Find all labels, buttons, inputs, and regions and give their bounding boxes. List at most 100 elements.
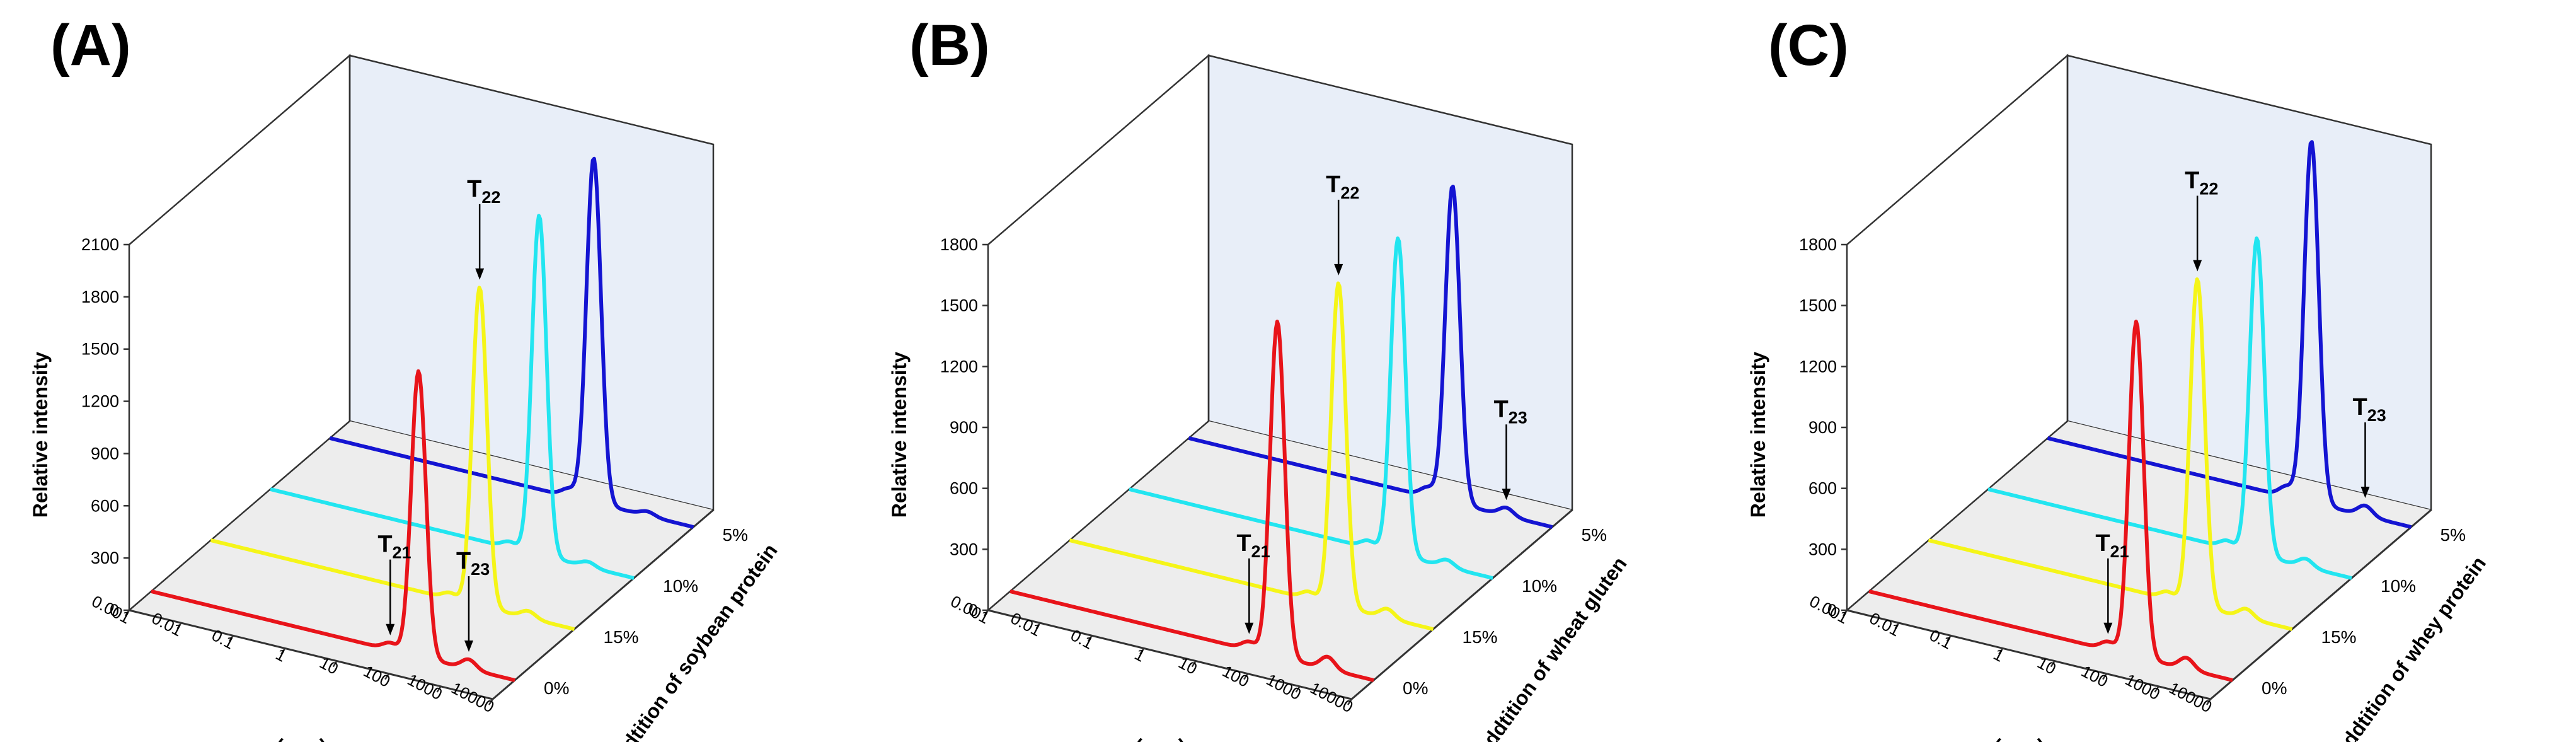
x-tick bbox=[228, 635, 234, 642]
annotation-arrowhead bbox=[464, 641, 473, 652]
annotation-arrowhead bbox=[2103, 622, 2113, 634]
panel-label: (A) bbox=[50, 13, 131, 78]
x-tick bbox=[1295, 686, 1301, 693]
y-tick-label: 300 bbox=[950, 540, 978, 559]
x-tick bbox=[2102, 673, 2108, 680]
annotation-arrowhead bbox=[1334, 264, 1343, 275]
y-tick-label: 1500 bbox=[1799, 296, 1837, 315]
left-wall bbox=[128, 54, 351, 612]
series-line-15pct bbox=[1928, 277, 2293, 631]
x-tick bbox=[1998, 647, 2004, 655]
depth-axis-line bbox=[1351, 509, 1573, 700]
y-tick-label: 900 bbox=[1808, 418, 1837, 437]
depth-tick-label: 0% bbox=[1403, 678, 1428, 698]
series-line-15pct bbox=[1069, 281, 1434, 631]
x-tick bbox=[436, 686, 442, 693]
series-line-0pct bbox=[151, 369, 515, 682]
depth-tick-label: 10% bbox=[663, 576, 698, 596]
depth-tick-label: 5% bbox=[2441, 525, 2466, 545]
series-line-10pct bbox=[270, 214, 635, 580]
y-axis-label: Relative intensity bbox=[888, 352, 911, 518]
depth-axis: 0% 15% 10% 5% bbox=[1403, 525, 1607, 698]
depth-tick-label: 0% bbox=[544, 678, 569, 698]
panel-b: (B) 0 300 600 900 1200 1500 1800 Relative inten… bbox=[859, 0, 1717, 742]
depth-tick-label: 15% bbox=[1463, 627, 1498, 647]
x-tick bbox=[983, 610, 989, 617]
panel-a: (A) 0 300 600 900 1200 1500 1800 2100 Relative i… bbox=[0, 0, 858, 742]
y-tick-label: 2100 bbox=[81, 235, 119, 254]
x-axis-line bbox=[987, 609, 1352, 700]
x-tick bbox=[384, 673, 390, 680]
x-tick-label: 1 bbox=[1132, 644, 1149, 665]
x-tick bbox=[1894, 622, 1900, 629]
x-tick bbox=[1347, 699, 1353, 705]
x-tick-label: 1 bbox=[273, 644, 290, 665]
y-tick-label: 1800 bbox=[1799, 235, 1837, 254]
chart-b: 0 300 600 900 1200 1500 1800 Relative intensity… bbox=[888, 54, 1631, 742]
depth-axis-line bbox=[2210, 509, 2432, 700]
depth-tick-label: 0% bbox=[2262, 678, 2287, 698]
series-line-5pct bbox=[1188, 184, 1553, 529]
depth-tick-label: 15% bbox=[604, 627, 639, 647]
series-line-0pct bbox=[1009, 320, 1374, 682]
y-tick-label: 1800 bbox=[81, 287, 119, 306]
depth-axis: 0% 15% 10% 5% bbox=[544, 525, 748, 698]
x-axis-line bbox=[129, 609, 493, 700]
x-tick bbox=[1243, 673, 1249, 680]
y-tick-label: 300 bbox=[91, 548, 119, 567]
x-tick bbox=[1035, 622, 1041, 629]
y-tick-label: 0 bbox=[110, 601, 119, 620]
y-tick-label: 1500 bbox=[940, 296, 978, 315]
panel-label: (B) bbox=[909, 13, 990, 78]
chart-a: 0 300 600 900 1200 1500 1800 2100 Relative inten… bbox=[29, 54, 782, 742]
x-axis-label: T₂（ms） bbox=[1094, 738, 1202, 742]
depth-axis: 0% 15% 10% 5% bbox=[2262, 525, 2466, 698]
x-tick-label: 0.001 bbox=[89, 591, 134, 627]
annotation-arrowhead bbox=[2193, 260, 2202, 272]
y-axis: 0 300 600 900 1200 1500 1800 2100 bbox=[81, 235, 129, 620]
x-tick-label: 1 bbox=[1991, 644, 2008, 665]
annotation-arrowhead bbox=[1502, 489, 1511, 501]
y-tick-label: 600 bbox=[950, 479, 978, 498]
y-axis: 0 300 600 900 1200 1500 1800 bbox=[940, 235, 988, 620]
annotation-arrowhead bbox=[386, 623, 395, 635]
series-line-15pct bbox=[210, 286, 575, 631]
series-line-0pct bbox=[1868, 320, 2233, 682]
series-line-5pct bbox=[2047, 140, 2412, 529]
y-axis-label: Relative intensity bbox=[1747, 352, 1769, 518]
x-tick bbox=[280, 647, 286, 655]
y-tick-label: 0 bbox=[1827, 601, 1837, 620]
annotation-arrowhead bbox=[1245, 622, 1254, 634]
depth-tick-label: 10% bbox=[2381, 576, 2416, 596]
panel-c: (C) 0 300 600 900 1200 1500 1800 Relative inten… bbox=[1718, 0, 2576, 742]
series-line-5pct bbox=[329, 156, 694, 529]
y-tick-label: 900 bbox=[950, 418, 978, 437]
y-tick-label: 600 bbox=[91, 496, 119, 515]
y-tick-label: 1500 bbox=[81, 340, 119, 359]
y-tick-label: 1800 bbox=[940, 235, 978, 254]
series-line-10pct bbox=[1129, 236, 1493, 580]
depth-tick-label: 10% bbox=[1522, 576, 1557, 596]
x-axis-label: T₂（ms） bbox=[235, 738, 343, 742]
x-tick bbox=[1139, 647, 1145, 655]
y-tick-label: 0 bbox=[969, 601, 978, 620]
x-tick bbox=[332, 660, 338, 668]
y-tick-label: 900 bbox=[91, 444, 119, 463]
annotation-arrowhead bbox=[2360, 487, 2370, 498]
panel-label: (C) bbox=[1768, 13, 1849, 78]
x-tick bbox=[1946, 635, 1952, 642]
y-axis-label: Relative intensity bbox=[29, 352, 52, 518]
depth-tick-label: 15% bbox=[2321, 627, 2357, 647]
annotation-arrowhead bbox=[475, 268, 485, 280]
depth-axis-line bbox=[492, 509, 714, 700]
x-tick bbox=[2205, 699, 2212, 705]
series-group bbox=[1009, 184, 1553, 682]
x-axis-line bbox=[1846, 609, 2211, 700]
x-axis-label: T₂（ms） bbox=[1953, 738, 2061, 742]
depth-tick-label: 5% bbox=[723, 525, 748, 545]
series-line-10pct bbox=[1987, 236, 2352, 580]
x-tick bbox=[1191, 660, 1197, 668]
y-axis: 0 300 600 900 1200 1500 1800 bbox=[1799, 235, 1847, 620]
x-tick-label: 0.001 bbox=[948, 591, 993, 627]
x-tick bbox=[2050, 660, 2056, 668]
